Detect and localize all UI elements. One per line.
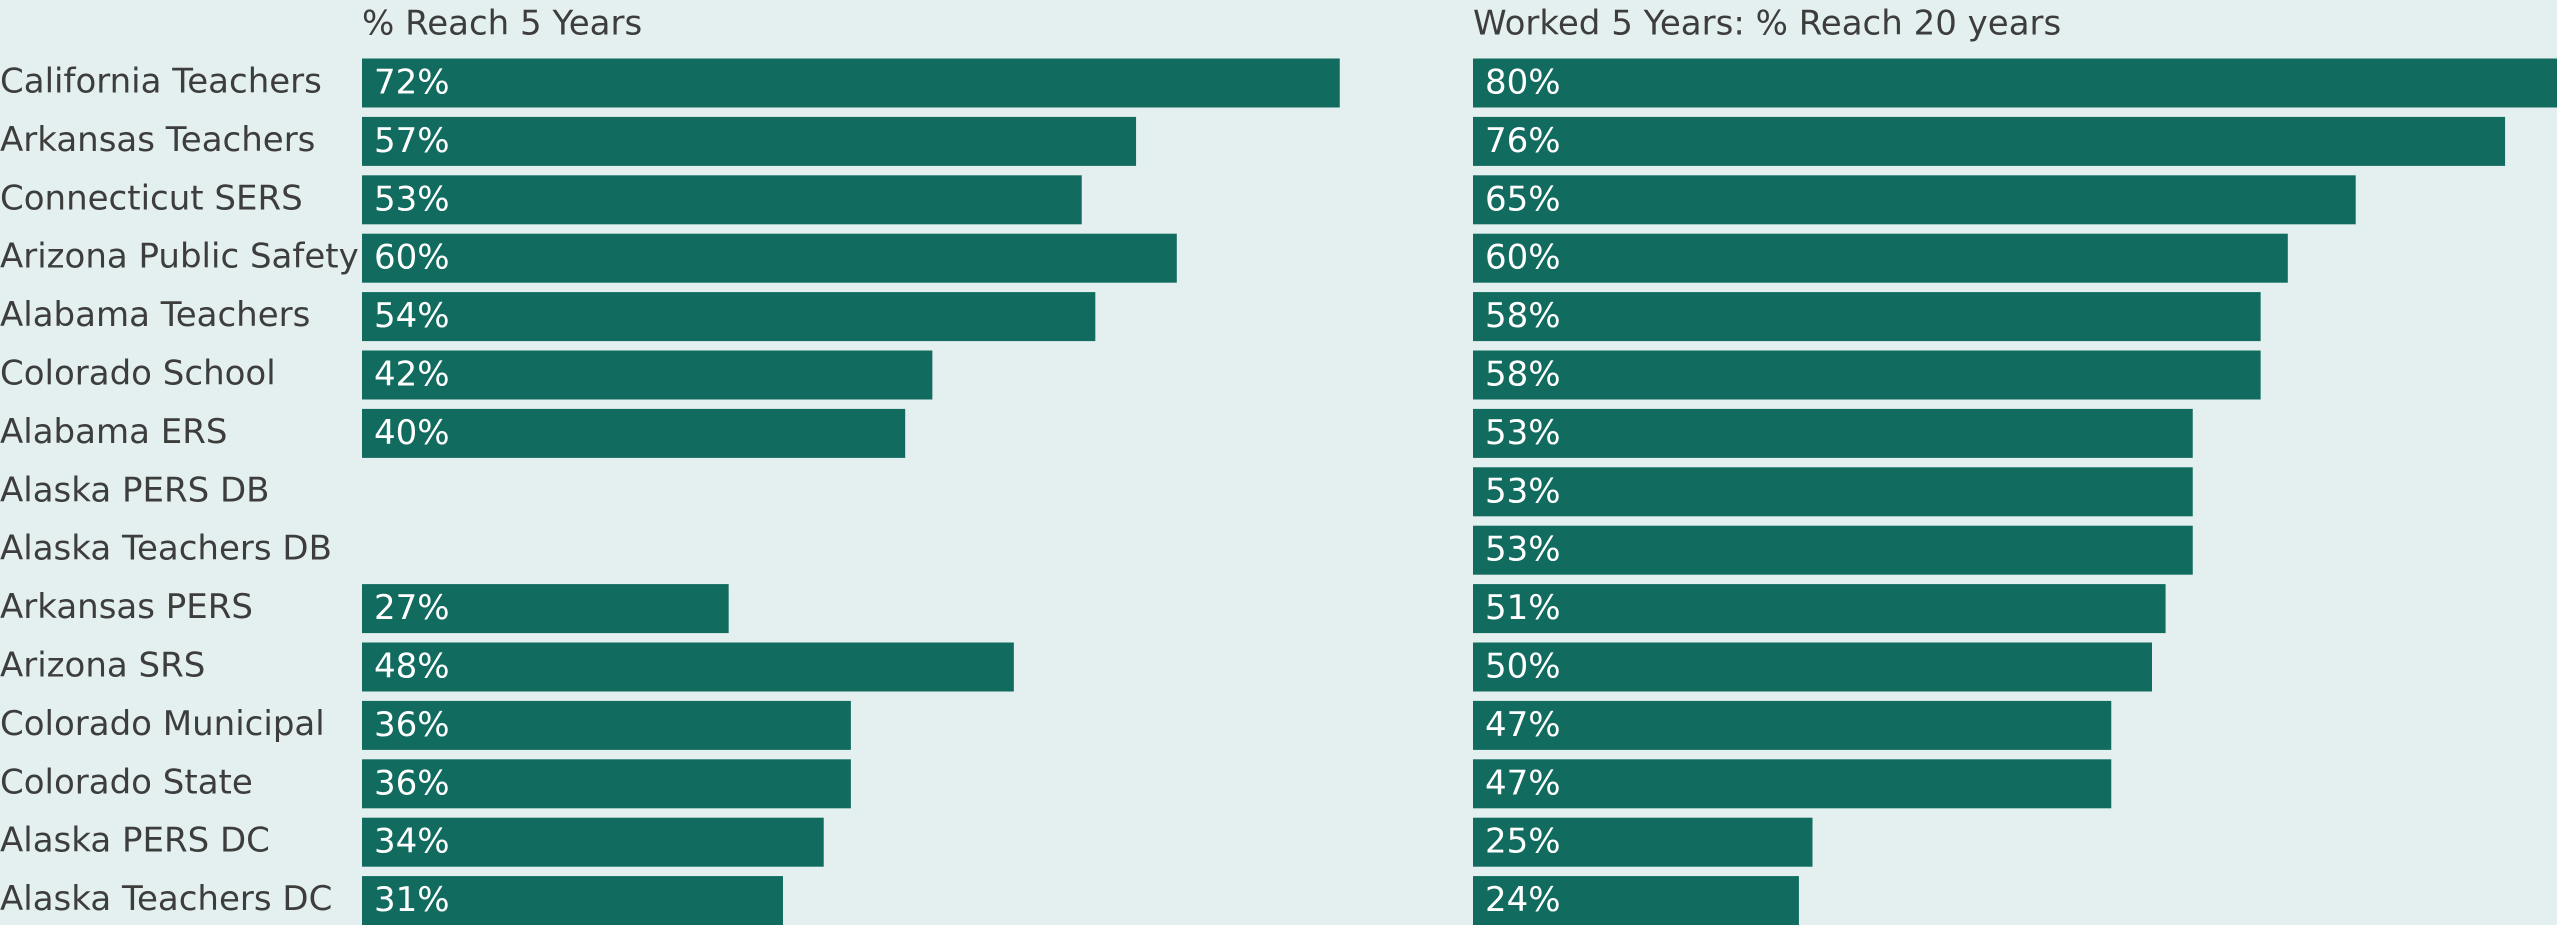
bar xyxy=(1473,876,1799,925)
category-label: Colorado Municipal xyxy=(0,704,325,744)
bar xyxy=(362,642,1014,692)
value-label: 54% xyxy=(374,296,450,336)
category-label: Arizona SRS xyxy=(0,646,205,686)
bar xyxy=(1473,817,1813,867)
value-label: 57% xyxy=(374,121,450,161)
value-label: 25% xyxy=(1485,822,1561,862)
bar xyxy=(362,175,1082,225)
value-label: 65% xyxy=(1485,179,1561,219)
bar xyxy=(1473,233,2288,283)
bar xyxy=(1473,408,2193,458)
value-label: 53% xyxy=(374,179,450,219)
bar xyxy=(362,116,1137,166)
bar xyxy=(1473,642,2152,692)
bar xyxy=(1473,700,2112,750)
value-label: 76% xyxy=(1485,121,1561,161)
value-label: 60% xyxy=(1485,238,1561,278)
category-label: Colorado State xyxy=(0,762,253,802)
bar xyxy=(1473,350,2261,400)
bar xyxy=(362,584,729,634)
value-label: 34% xyxy=(374,822,450,862)
bar xyxy=(362,292,1096,342)
value-label: 31% xyxy=(374,880,450,920)
category-label: Arkansas Teachers xyxy=(0,120,315,160)
value-label: 53% xyxy=(1485,530,1561,570)
category-label: Alaska Teachers DB xyxy=(0,529,332,569)
bar xyxy=(1473,525,2193,575)
bar xyxy=(362,58,1340,108)
category-label: Alaska Teachers DC xyxy=(0,879,332,919)
value-label: 48% xyxy=(374,647,450,687)
category-label: California Teachers xyxy=(0,62,322,102)
value-label: 47% xyxy=(1485,705,1561,745)
value-label: 50% xyxy=(1485,647,1561,687)
bar xyxy=(1473,759,2112,809)
value-label: 53% xyxy=(1485,413,1561,453)
value-label: 80% xyxy=(1485,63,1561,103)
value-label: 36% xyxy=(374,705,450,745)
bar xyxy=(1473,116,2506,166)
value-label: 36% xyxy=(374,763,450,803)
value-label: 24% xyxy=(1485,880,1561,920)
bar xyxy=(362,700,851,750)
value-label: 51% xyxy=(1485,588,1561,628)
value-label: 47% xyxy=(1485,763,1561,803)
bar xyxy=(362,817,824,867)
category-label: Alabama Teachers xyxy=(0,295,310,335)
category-label: Alaska PERS DB xyxy=(0,470,270,510)
panel-title: Worked 5 Years: % Reach 20 years xyxy=(1473,4,2061,44)
value-label: 72% xyxy=(374,63,450,103)
value-label: 60% xyxy=(374,238,450,278)
category-label: Arkansas PERS xyxy=(0,587,253,627)
value-label: 42% xyxy=(374,355,450,395)
panel-title: % Reach 5 Years xyxy=(362,4,642,44)
value-label: 58% xyxy=(1485,355,1561,395)
bar xyxy=(1473,58,2557,108)
value-label: 53% xyxy=(1485,471,1561,511)
category-label: Alabama ERS xyxy=(0,412,227,452)
value-label: 58% xyxy=(1485,296,1561,336)
category-label: Alaska PERS DC xyxy=(0,821,270,861)
bar xyxy=(362,876,783,925)
category-label: Arizona Public Safety xyxy=(0,237,359,277)
bar xyxy=(362,350,933,400)
bar xyxy=(1473,467,2193,517)
bar xyxy=(362,759,851,809)
category-label: Connecticut SERS xyxy=(0,178,303,218)
bar xyxy=(1473,292,2261,342)
bar xyxy=(1473,584,2166,634)
bar xyxy=(362,233,1177,283)
value-label: 27% xyxy=(374,588,450,628)
value-label: 40% xyxy=(374,413,450,453)
category-label: Colorado School xyxy=(0,354,276,394)
bar xyxy=(362,408,906,458)
bar xyxy=(1473,175,2356,225)
